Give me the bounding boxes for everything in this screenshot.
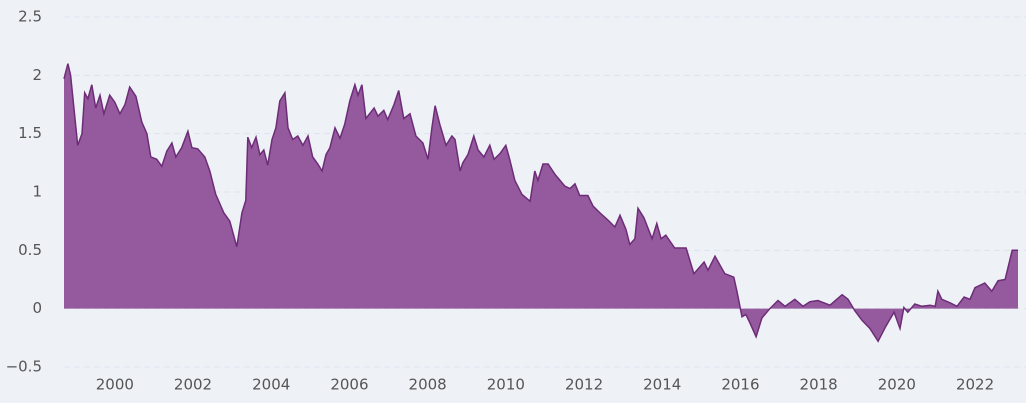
x-tick-label: 2016 (721, 376, 759, 394)
y-tick-label: 0.5 (18, 241, 42, 259)
x-tick-label: 2006 (330, 376, 368, 394)
y-tick-label: 0 (32, 299, 42, 317)
x-tick-label: 2002 (174, 376, 212, 394)
x-tick-label: 2012 (565, 376, 603, 394)
x-tick-label: 2000 (96, 376, 134, 394)
y-tick-label: 1 (32, 183, 42, 201)
x-tick-label: 2018 (800, 376, 838, 394)
area-line (63, 63, 1018, 343)
x-tick-label: 2010 (487, 376, 525, 394)
y-tick-label: −0.5 (6, 358, 42, 376)
x-tick-label: 2004 (252, 376, 290, 394)
x-tick-label: 2022 (956, 376, 994, 394)
y-tick-label: 2 (32, 66, 42, 84)
y-tick-label: 2.5 (18, 8, 42, 26)
x-tick-label: 2008 (409, 376, 447, 394)
y-tick-label: 1.5 (18, 124, 42, 142)
x-tick-label: 2020 (878, 376, 916, 394)
x-tick-label: 2014 (643, 376, 681, 394)
area (64, 63, 1018, 342)
